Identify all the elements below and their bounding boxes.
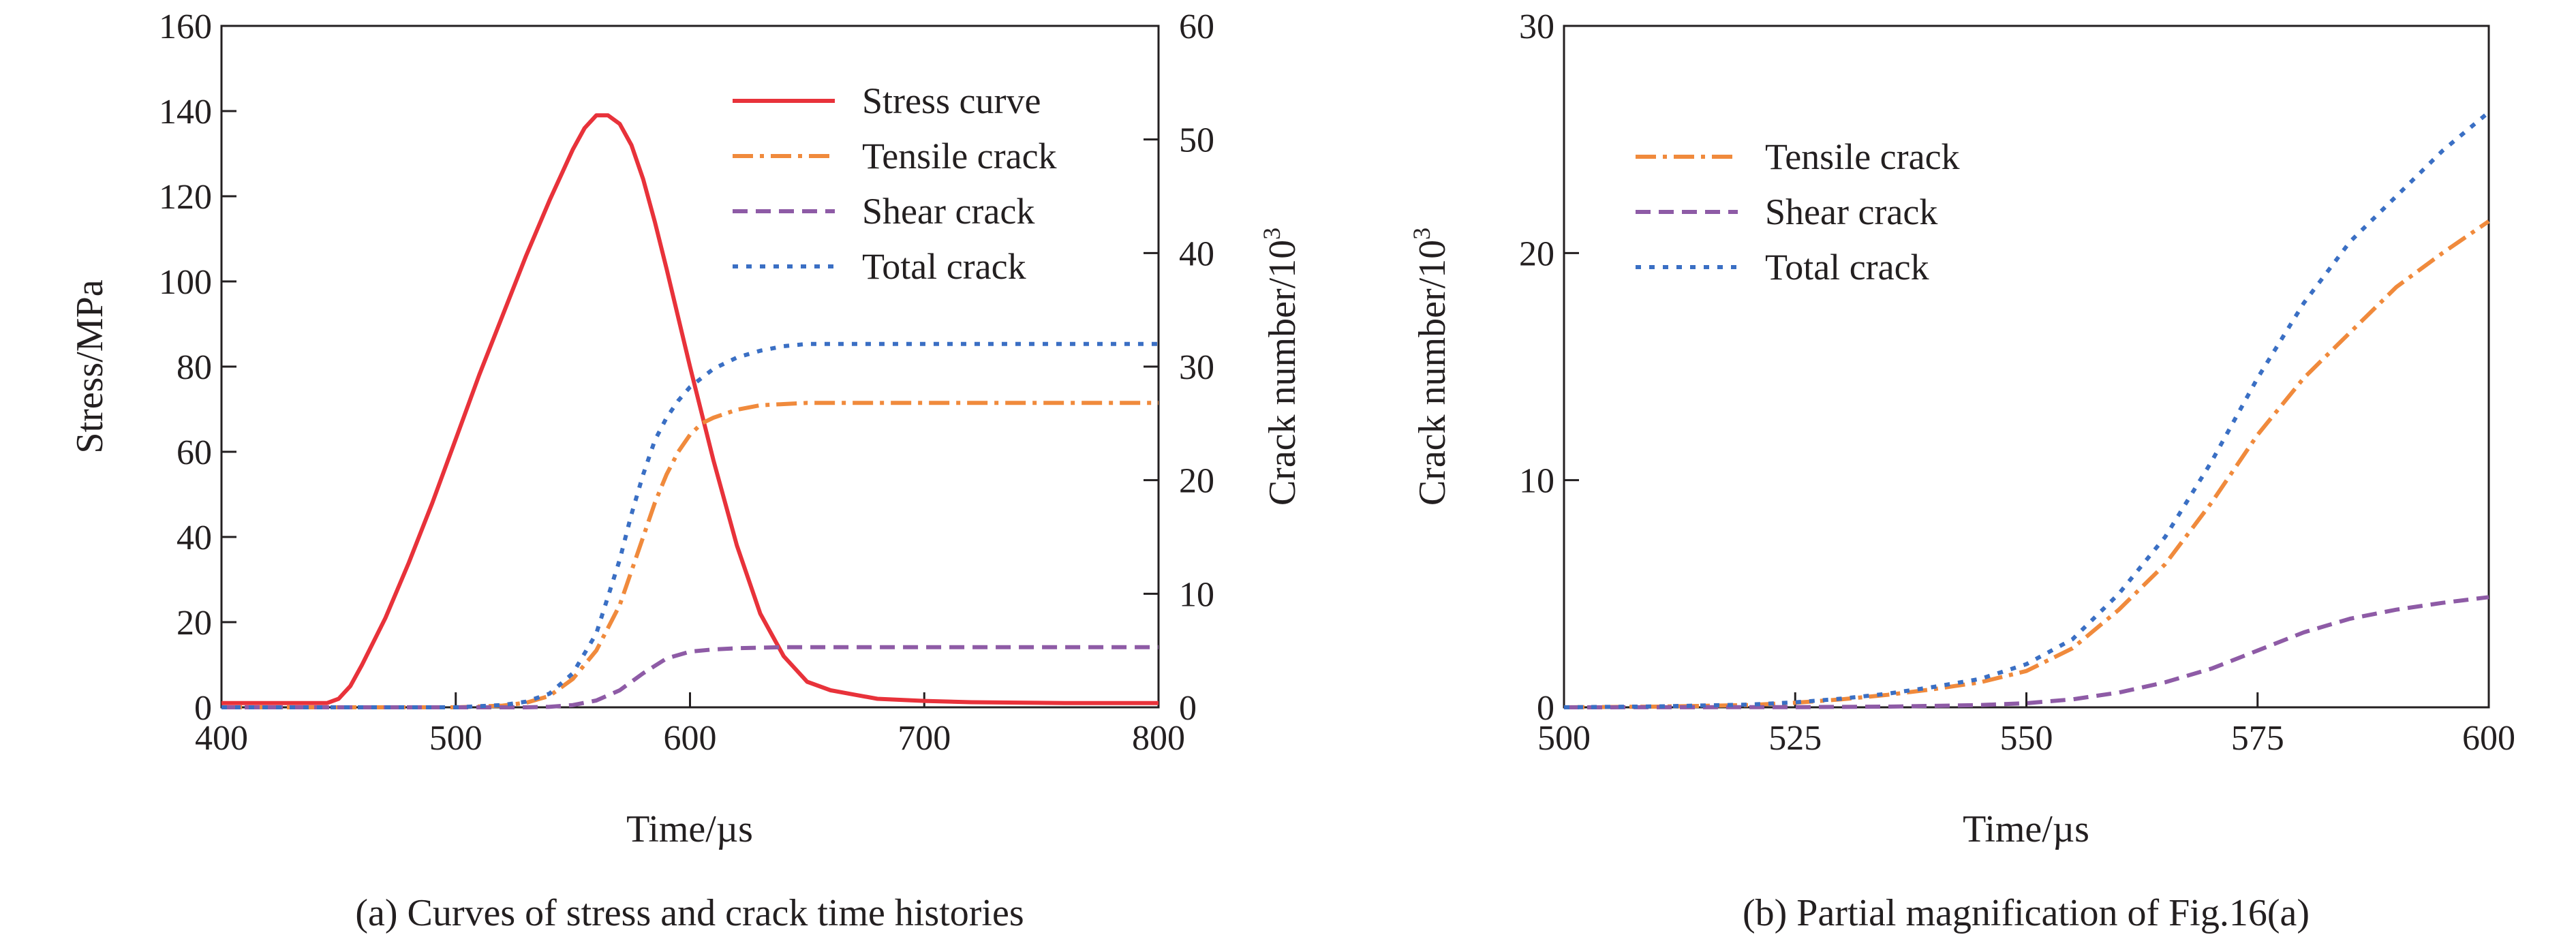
panel-a-right-tick-label: 20 xyxy=(1179,462,1214,501)
panel-a-right-tick-label: 40 xyxy=(1179,234,1214,273)
panel-b-chart: 500 525 550 575 600 0 10 20 30 Tensile crack Shea… xyxy=(1408,7,2515,934)
panel-a-right-tick-label: 0 xyxy=(1179,689,1197,728)
panel-b-legend: Tensile crack Shear crack Total crack xyxy=(1636,136,1960,288)
panel-a-legend: Stress curve Tensile crack Shear crack Tota… xyxy=(733,80,1057,287)
panel-a-chart: 400 500 600 700 8000204060801001201401600102… xyxy=(69,7,1304,934)
panel-b-caption: (b) Partial magnification of Fig.16(a) xyxy=(1743,892,2310,934)
panel-a-right-tick-label: 30 xyxy=(1179,348,1214,387)
panel-b-x-tick-label: 500 xyxy=(1537,719,1591,758)
panel-a-y-tick-label: 60 xyxy=(177,433,212,472)
panel-b-y-axis-label-sup: 3 xyxy=(1408,228,1435,240)
panel-b-legend-label: Tensile crack xyxy=(1765,136,1960,177)
panel-b-x-tick-label: 525 xyxy=(1768,719,1822,758)
panel-a-caption: (a) Curves of stress and crack time hist… xyxy=(355,892,1024,934)
panel-a-series xyxy=(221,113,1159,709)
panel-b-series-total-crack xyxy=(1563,110,2490,709)
panel-a-x-tick-label: 700 xyxy=(898,719,951,758)
panel-a-right-axis-label-main: Crack number/10 xyxy=(1261,240,1304,506)
panel-a-x-tick-label: 800 xyxy=(1132,719,1185,758)
panel-b-ticks: 500 525 550 575 600 0 10 20 30 xyxy=(1519,7,2515,758)
panel-b-x-tick-label: 575 xyxy=(2231,719,2284,758)
panel-a-series-shear-crack xyxy=(221,645,1159,709)
panel-b-y-axis-label: Crack number/103 xyxy=(1408,228,1454,506)
panel-a-y-tick-label: 140 xyxy=(159,93,212,132)
panel-a-legend-label: Total crack xyxy=(862,246,1026,287)
panel-a-right-axis-label: Crack number/103 xyxy=(1258,228,1304,506)
panel-a-y-tick-label: 100 xyxy=(159,263,212,302)
panel-b-y-tick-label: 20 xyxy=(1519,234,1554,273)
panel-a-x-tick-label: 500 xyxy=(429,719,482,758)
panel-a-right-axis-label-sup: 3 xyxy=(1258,228,1285,240)
panel-a-right-tick-label: 60 xyxy=(1179,7,1214,46)
panel-b-x-tick-label: 550 xyxy=(2000,719,2053,758)
panel-a-y-tick-label: 160 xyxy=(159,7,212,46)
panel-a-right-tick-label: 50 xyxy=(1179,121,1214,160)
panel-b-y-axis-label-main: Crack number/10 xyxy=(1411,240,1454,506)
panel-a-legend-label: Stress curve xyxy=(862,80,1041,121)
panel-a-legend-label: Shear crack xyxy=(862,191,1034,232)
panel-a-ticks: 400 500 600 700 8000204060801001201401600102… xyxy=(159,7,1214,758)
panel-a-right-tick-label: 10 xyxy=(1179,575,1214,614)
panel-b-y-tick-label: 0 xyxy=(1537,689,1554,728)
panel-b-series-tensile-crack xyxy=(1563,219,2490,709)
panel-b-x-axis-label: Time/µs xyxy=(1963,808,2089,850)
panel-b-series-shear-crack xyxy=(1563,595,2489,709)
panel-a-y-tick-label: 20 xyxy=(177,604,212,643)
panel-a-y-tick-label: 80 xyxy=(177,348,212,387)
panel-b-legend-label: Shear crack xyxy=(1765,191,1937,232)
panel-a-series-stress-curve xyxy=(221,113,1159,705)
panel-b-plot-frame xyxy=(1563,25,2490,709)
panel-a-x-tick-label: 600 xyxy=(664,719,717,758)
panel-a-y-tick-label: 120 xyxy=(159,178,212,217)
panel-b-legend-label: Total crack xyxy=(1765,247,1929,288)
panel-a-legend-label: Tensile crack xyxy=(862,136,1057,176)
panel-b-y-tick-label: 30 xyxy=(1519,7,1554,46)
panel-a-y-tick-label: 0 xyxy=(194,689,212,728)
panel-a-x-tick-label: 400 xyxy=(195,719,248,758)
panel-a-y-tick-label: 40 xyxy=(177,519,212,557)
panel-b-series xyxy=(1563,110,2490,709)
panel-a-left-axis-label: Stress/MPa xyxy=(69,279,111,453)
panel-b-y-tick-label: 10 xyxy=(1519,462,1554,501)
panel-b-x-tick-label: 600 xyxy=(2462,719,2515,758)
panel-a-x-axis-label: Time/µs xyxy=(626,808,753,850)
panel-a-series-total-crack xyxy=(221,341,1159,709)
